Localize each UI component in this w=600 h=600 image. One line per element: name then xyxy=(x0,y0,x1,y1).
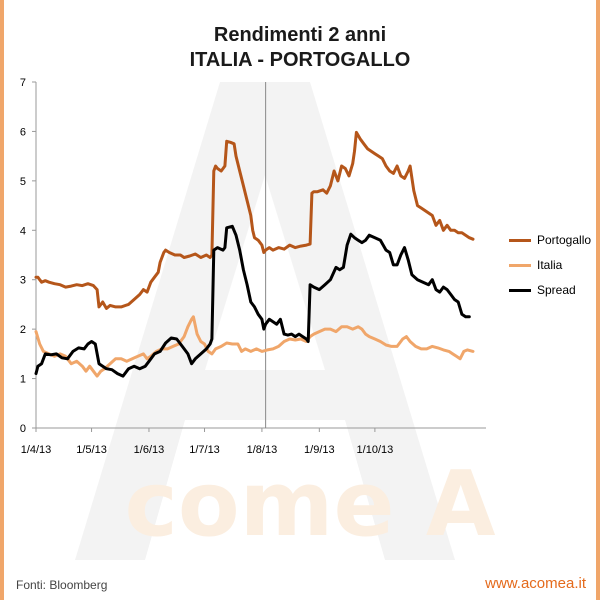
legend-label-spread: Spread xyxy=(537,283,576,297)
legend-item-italia: Italia xyxy=(509,257,562,273)
chart-subtitle: ITALIA - PORTOGALLO xyxy=(189,49,411,71)
y-tick-label: 4 xyxy=(20,225,26,237)
legend-swatch-spread xyxy=(509,288,531,292)
legend-label-portogallo: Portogallo xyxy=(537,233,592,247)
website-link[interactable]: www.acomea.it xyxy=(485,575,586,592)
axes: 0 1 2 3 4 5 6 7 1/4/13 1/5/13 1/6/13 1/7/13 1/8/13 1/… xyxy=(20,77,486,456)
source-note: Fonti: Bloomberg xyxy=(16,578,108,592)
y-tick-label: 1 xyxy=(20,374,26,386)
x-tick-label: 1/5/13 xyxy=(76,444,107,456)
y-tick-label: 5 xyxy=(20,176,26,188)
legend-item-portogallo: Portogallo xyxy=(509,232,591,248)
series-line-spread xyxy=(34,224,471,378)
x-tick-label: 1/4/13 xyxy=(21,444,52,456)
legend-swatch-italia xyxy=(509,263,531,267)
x-tick-label: 1/9/13 xyxy=(304,444,335,456)
right-frame-border xyxy=(596,0,600,600)
y-tick-label: 3 xyxy=(20,275,26,287)
x-tick-label: 1/8/13 xyxy=(247,444,278,456)
y-tick-label: 2 xyxy=(20,324,26,336)
y-tick-label: 7 xyxy=(20,77,26,89)
legend-label-italia: Italia xyxy=(537,258,563,272)
legend-item-spread: Spread xyxy=(509,282,576,298)
watermark-text: come A xyxy=(125,452,496,557)
chart-title: Rendimenti 2 anni xyxy=(213,24,387,46)
y-tick-label: 0 xyxy=(20,423,26,435)
x-tick-label: 1/10/13 xyxy=(357,444,394,456)
watermark: come A xyxy=(75,82,496,560)
series-line-portogallo xyxy=(34,130,475,310)
x-tick-label: 1/6/13 xyxy=(134,444,165,456)
watermark-letter-counter xyxy=(205,175,325,370)
left-frame-border xyxy=(0,0,4,600)
y-tick-label: 6 xyxy=(20,126,26,138)
x-tick-label: 1/7/13 xyxy=(189,444,220,456)
legend-swatch-portogallo xyxy=(509,238,531,242)
series-group xyxy=(34,130,475,378)
